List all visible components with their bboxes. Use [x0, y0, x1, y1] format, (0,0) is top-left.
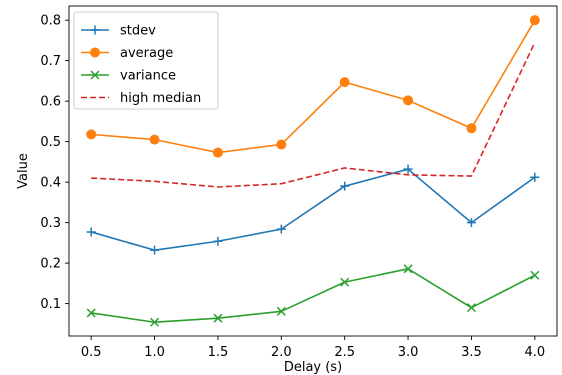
data-point [150, 317, 160, 327]
y-tick-label: 0.3 [40, 216, 61, 231]
legend-marker [90, 25, 100, 35]
data-point [466, 303, 476, 313]
y-tick-label: 0.6 [40, 95, 61, 110]
data-point [149, 134, 160, 145]
data-point [86, 227, 96, 237]
series-line-high-median [91, 42, 536, 188]
series-line-average [91, 19, 536, 154]
x-axis: 0.5 1.0 1.5 2.0 2.5 3.0 3.5 4.0 [81, 336, 545, 360]
data-point [212, 147, 223, 158]
y-tick-label: 0.2 [40, 257, 61, 272]
y-tick-label: 0.8 [40, 14, 61, 29]
data-point [403, 264, 413, 274]
x-tick-label: 2.5 [334, 345, 355, 360]
legend-label: stdev [120, 24, 156, 39]
data-point [340, 181, 350, 191]
data-point [276, 224, 286, 234]
plot-content [86, 15, 540, 327]
y-tick-label: 0.7 [40, 54, 61, 69]
series-average [86, 15, 540, 158]
y-tick-label: 0.5 [40, 135, 61, 150]
data-point [276, 306, 286, 316]
legend-item-average: average [81, 46, 173, 61]
legend-label: high median [120, 91, 201, 106]
y-axis-title: Value [16, 153, 31, 189]
x-axis-title: Delay (s) [284, 360, 342, 375]
data-point [340, 277, 350, 287]
data-point [276, 139, 287, 150]
legend-marker [90, 47, 100, 58]
data-point [339, 77, 350, 88]
y-tick-label: 0.4 [40, 176, 61, 191]
x-tick-label: 1.5 [208, 345, 229, 360]
y-axis: 0.1 0.2 0.3 0.4 0.5 0.6 0.7 0.8 [40, 14, 69, 312]
series-line-stdev [90, 168, 536, 251]
data-point [466, 218, 476, 228]
data-point [529, 15, 540, 26]
x-tick-label: 2.0 [271, 345, 292, 360]
legend-item-variance: variance [81, 69, 176, 84]
x-tick-label: 0.5 [81, 345, 102, 360]
data-point [403, 95, 414, 106]
x-tick-label: 3.5 [461, 345, 482, 360]
data-point [86, 129, 97, 140]
y-tick-label: 0.1 [40, 297, 61, 312]
data-point [530, 270, 540, 280]
legend-item-high-median: high median [81, 91, 201, 106]
legend-item-stdev: stdev [81, 24, 156, 39]
legend-label: variance [120, 69, 176, 84]
series-stdev [86, 164, 540, 255]
data-point [150, 245, 160, 255]
x-tick-label: 3.0 [398, 345, 419, 360]
data-point [213, 313, 223, 323]
data-point [86, 308, 96, 318]
legend: stdev average variance high median [73, 11, 219, 110]
legend-box [73, 11, 219, 110]
data-point [403, 164, 413, 174]
data-point [466, 123, 477, 134]
series-line-variance [91, 267, 536, 324]
legend-marker [90, 70, 100, 80]
x-tick-label: 4.0 [524, 345, 545, 360]
data-point [213, 236, 223, 246]
series-variance [86, 264, 540, 327]
series-high-median [91, 42, 536, 188]
plot-frame [68, 5, 558, 337]
x-tick-label: 1.0 [144, 345, 165, 360]
data-point [530, 172, 540, 182]
legend-label: average [120, 46, 173, 61]
